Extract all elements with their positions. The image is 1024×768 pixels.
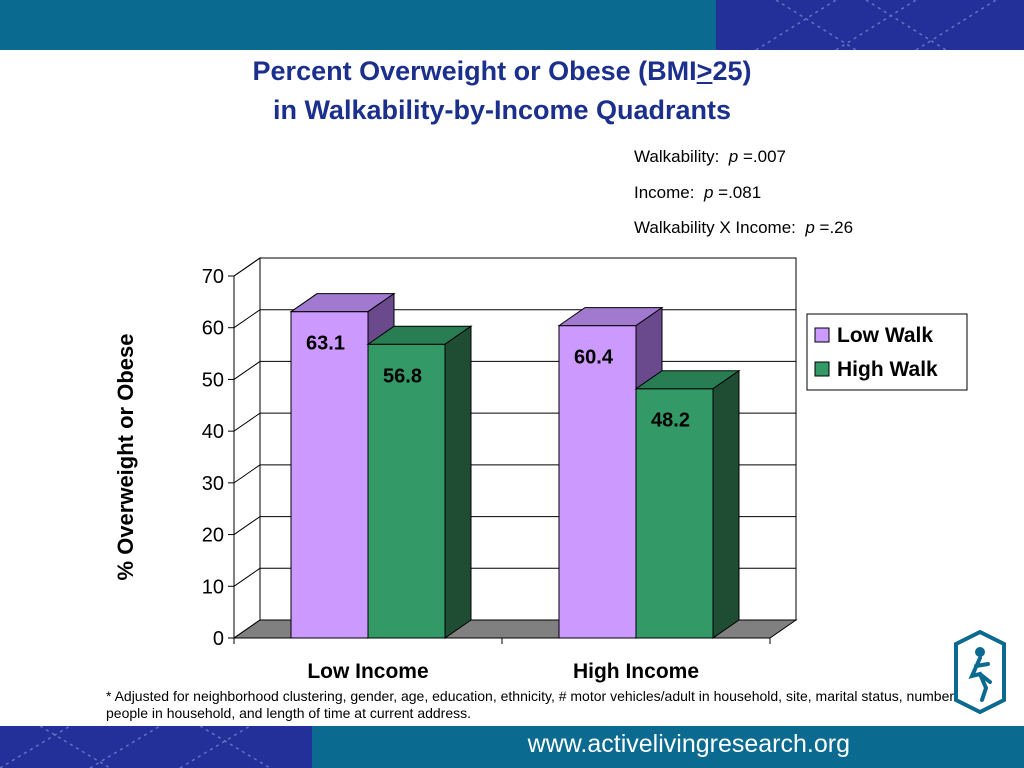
y-axis-label: % Overweight or Obese bbox=[113, 334, 138, 581]
stat-label: Walkability X Income: bbox=[634, 218, 796, 237]
stat-interaction: Walkability X Income: p =.26 bbox=[634, 218, 853, 238]
side-wall bbox=[233, 257, 261, 639]
chart-legend: Low Walk High Walk bbox=[806, 313, 968, 391]
bar-low-walk-high-income bbox=[558, 325, 637, 639]
bar-high-walk-low-income bbox=[367, 343, 446, 639]
y-tick-label: 10 bbox=[202, 576, 224, 598]
chart-bars bbox=[289, 292, 741, 639]
y-tick-label: 40 bbox=[202, 421, 224, 443]
bar-value-label: 60.4 bbox=[574, 347, 614, 369]
title-gte-symbol: > bbox=[696, 56, 713, 86]
stat-label: Income: bbox=[634, 183, 695, 202]
stat-income: Income: p =.081 bbox=[634, 183, 761, 203]
legend-swatch bbox=[814, 327, 830, 343]
active-living-logo bbox=[952, 629, 1008, 723]
y-tick-label: 70 bbox=[202, 266, 224, 288]
chart-title-line-2: in Walkability-by-Income Quadrants bbox=[272, 95, 732, 125]
gridline bbox=[233, 257, 796, 277]
stat-walkability: Walkability: p =.007 bbox=[634, 147, 786, 167]
bar-low-walk-low-income bbox=[290, 311, 369, 639]
bar-side-face bbox=[444, 325, 472, 639]
y-tick-label: 30 bbox=[202, 473, 224, 495]
stat-value: =.007 bbox=[743, 147, 787, 166]
x-category-label: Low Income bbox=[307, 660, 428, 683]
chart-title-line-1: Percent Overweight or Obese (BMI>25) bbox=[252, 56, 752, 86]
top-banner-pattern bbox=[716, 0, 1024, 50]
chart-labels: 63.1 56.8 Low Income 60.4 48.2 High Income bbox=[306, 333, 699, 683]
x-category-label: High Income bbox=[573, 660, 699, 683]
legend-box bbox=[806, 313, 968, 391]
bar-value-label: 56.8 bbox=[383, 365, 422, 387]
bar-high-walk-high-income bbox=[635, 388, 714, 639]
stat-p-symbol: p bbox=[805, 218, 815, 237]
legend-label: High Walk bbox=[837, 358, 938, 381]
stat-p-symbol: p bbox=[728, 147, 739, 166]
legend-label: Low Walk bbox=[837, 324, 933, 347]
bottom-banner-pattern bbox=[0, 726, 312, 768]
y-tick-label: 50 bbox=[202, 369, 224, 391]
bar-value-label: 48.2 bbox=[651, 410, 690, 432]
chart-axes: 0 10 20 30 40 50 60 70 % Overweight or Obese bbox=[113, 266, 771, 650]
stat-value: =.26 bbox=[819, 218, 854, 237]
y-tick-label: 0 bbox=[213, 628, 224, 650]
bar-side-face bbox=[712, 369, 740, 639]
y-tick-label: 60 bbox=[202, 318, 224, 340]
legend-swatch bbox=[814, 361, 830, 377]
bar-value-label: 63.1 bbox=[306, 333, 345, 355]
footnote: * Adjusted for neighborhood clustering, … bbox=[106, 688, 970, 721]
stat-label: Walkability: bbox=[634, 147, 720, 166]
y-tick-label: 20 bbox=[202, 525, 224, 547]
stat-p-symbol: p bbox=[703, 183, 714, 202]
stat-value: =.081 bbox=[718, 183, 762, 202]
website-url[interactable]: www.activelivingresearch.org bbox=[527, 730, 850, 758]
